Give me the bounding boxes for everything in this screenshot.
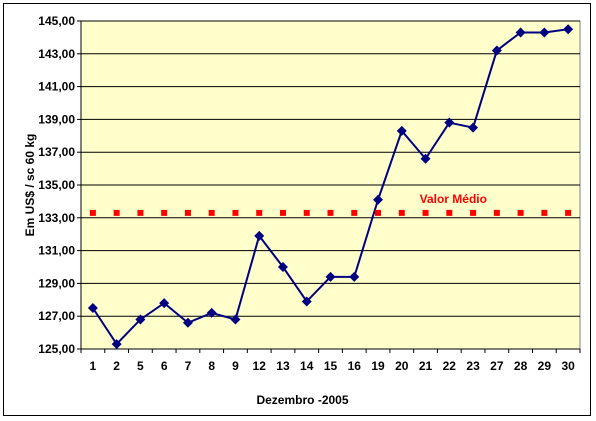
x-tick-label: 16	[348, 359, 362, 373]
mean-marker	[493, 209, 500, 216]
data-point	[277, 262, 288, 272]
data-point	[563, 24, 574, 35]
data-point	[396, 125, 407, 136]
mean-marker	[232, 209, 239, 216]
x-tick-label: 6	[161, 359, 168, 373]
mean-marker	[565, 209, 572, 216]
data-point	[135, 314, 146, 325]
data-point	[87, 303, 98, 313]
data-point	[325, 271, 336, 282]
x-tick-label: 1	[90, 359, 97, 373]
mean-marker	[517, 209, 524, 216]
x-tick-label: 21	[419, 359, 433, 373]
x-tick-label: 22	[443, 359, 457, 373]
mean-marker	[375, 209, 382, 216]
x-tick-label: 14	[300, 359, 314, 373]
x-axis-title: Dezembro -2005	[256, 393, 348, 407]
x-tick-label: 19	[371, 359, 385, 373]
data-point	[420, 153, 431, 164]
data-point	[491, 45, 502, 56]
y-tick-label: 135,00	[38, 178, 75, 192]
mean-marker	[161, 209, 168, 216]
x-tick-label: 30	[561, 359, 575, 373]
x-tick-label: 23	[466, 359, 480, 373]
annotation-label: Valor Médio	[420, 192, 487, 206]
mean-marker	[422, 209, 429, 216]
data-point	[182, 317, 193, 328]
y-tick-label: 143,00	[38, 47, 75, 61]
y-axis-title: Em US$ / sc 60 kg	[23, 134, 37, 237]
mean-marker	[279, 209, 286, 216]
mean-marker	[446, 209, 453, 216]
data-point	[373, 194, 384, 205]
x-tick-label: 27	[490, 359, 504, 373]
y-tick-label: 137,00	[38, 145, 75, 159]
y-tick-label: 133,00	[38, 211, 75, 225]
x-tick-label: 5	[137, 359, 144, 373]
y-tick-label: 139,00	[38, 112, 75, 126]
series-layer	[87, 24, 574, 350]
mean-marker	[351, 209, 358, 216]
data-point	[230, 314, 241, 325]
x-tick-label: 9	[232, 359, 239, 373]
x-tick-label: 28	[514, 359, 528, 373]
data-point	[539, 27, 550, 38]
x-tick-label: 13	[276, 359, 290, 373]
mean-marker	[303, 209, 310, 216]
data-point	[515, 27, 526, 38]
x-tick-label: 20	[395, 359, 409, 373]
data-point	[349, 271, 360, 282]
data-point	[444, 117, 455, 128]
x-axis: 1 2 5 6 7 8 9 12 13 14 15 16 19 20 21 22 23 27 28 29 30	[80, 348, 581, 373]
gridlines	[81, 20, 580, 350]
mean-marker	[208, 209, 215, 216]
data-point	[159, 298, 170, 309]
mean-marker	[541, 209, 548, 216]
data-point	[468, 122, 479, 133]
mean-marker	[256, 209, 263, 216]
x-tick-label: 29	[538, 359, 552, 373]
y-tick-label: 127,00	[38, 309, 75, 323]
data-point	[111, 339, 122, 350]
x-tick-label: 7	[185, 359, 192, 373]
x-tick-label: 2	[113, 359, 120, 373]
data-point	[301, 296, 312, 307]
mean-marker	[470, 209, 477, 216]
data-point	[254, 230, 265, 241]
data-point	[206, 307, 217, 318]
mean-marker	[398, 209, 405, 216]
y-tick-label: 131,00	[38, 244, 75, 258]
mean-marker	[184, 209, 191, 216]
mean-marker	[137, 209, 144, 216]
x-tick-label: 8	[208, 359, 215, 373]
x-tick-label: 15	[324, 359, 338, 373]
y-tick-label: 129,00	[38, 276, 75, 290]
mean-marker	[327, 209, 334, 216]
mean-marker	[89, 209, 96, 216]
y-tick-label: 141,00	[38, 80, 75, 94]
y-axis: 125,00 127,00 129,00 131,00 133,00 135,00 137,…	[38, 14, 82, 356]
y-tick-label: 125,00	[38, 342, 75, 356]
y-tick-label: 145,00	[38, 14, 75, 28]
mean-marker	[113, 209, 120, 216]
annotations: Valor Médio	[420, 192, 487, 206]
x-tick-label: 12	[253, 359, 267, 373]
